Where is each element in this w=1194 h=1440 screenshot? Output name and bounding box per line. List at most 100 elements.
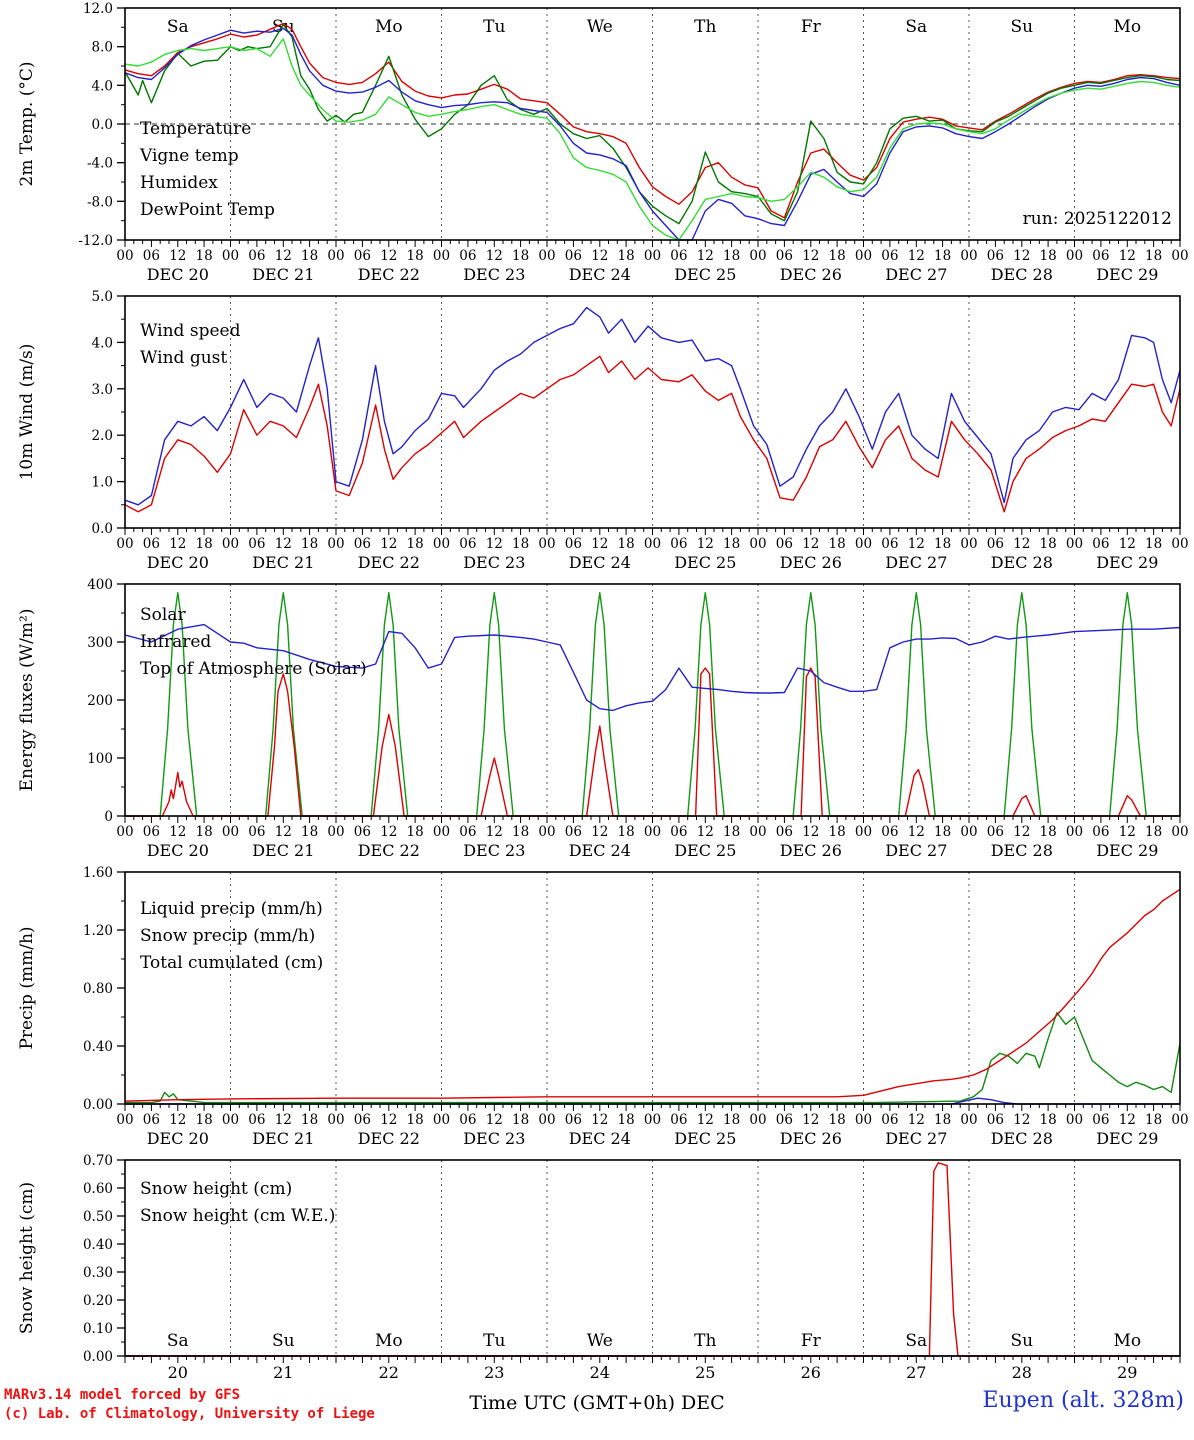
svg-text:Total cumulated (cm): Total cumulated (cm)	[140, 953, 323, 973]
svg-text:300: 300	[87, 635, 113, 651]
svg-text:06: 06	[248, 1112, 265, 1128]
svg-text:18: 18	[196, 1112, 213, 1128]
svg-text:0.40: 0.40	[83, 1237, 113, 1253]
svg-text:18: 18	[301, 536, 318, 552]
svg-text:Wind gust: Wind gust	[140, 348, 227, 368]
svg-text:DEC 25: DEC 25	[674, 265, 736, 284]
svg-text:1.60: 1.60	[83, 865, 113, 881]
svg-text:DEC 27: DEC 27	[885, 265, 947, 284]
svg-text:18: 18	[1145, 824, 1162, 840]
svg-text:0.10: 0.10	[83, 1321, 113, 1337]
svg-text:26: 26	[801, 1363, 821, 1382]
svg-text:DEC 21: DEC 21	[252, 553, 314, 572]
svg-text:00: 00	[644, 536, 661, 552]
svg-text:DEC 23: DEC 23	[463, 553, 525, 572]
svg-text:18: 18	[512, 536, 529, 552]
svg-text:2.0: 2.0	[92, 428, 113, 444]
svg-text:00: 00	[116, 248, 133, 264]
svg-text:00: 00	[116, 1112, 133, 1128]
svg-text:We: We	[587, 1331, 613, 1351]
svg-text:12: 12	[169, 248, 186, 264]
svg-text:18: 18	[1040, 248, 1057, 264]
svg-text:-4.0: -4.0	[87, 156, 113, 172]
svg-text:DewPoint Temp: DewPoint Temp	[140, 200, 275, 220]
svg-text:DEC 26: DEC 26	[780, 841, 842, 860]
svg-text:06: 06	[459, 1112, 476, 1128]
svg-text:0.60: 0.60	[83, 1181, 113, 1197]
svg-text:DEC 28: DEC 28	[991, 841, 1053, 860]
svg-text:12: 12	[908, 1112, 925, 1128]
svg-text:00: 00	[433, 248, 450, 264]
svg-text:00: 00	[222, 1112, 239, 1128]
svg-text:18: 18	[618, 536, 635, 552]
svg-text:06: 06	[670, 824, 687, 840]
svg-text:00: 00	[1171, 536, 1188, 552]
svg-text:Mo: Mo	[375, 17, 403, 37]
svg-text:18: 18	[723, 824, 740, 840]
svg-text:0.0: 0.0	[92, 117, 113, 133]
svg-text:27: 27	[906, 1363, 926, 1382]
svg-text:00: 00	[960, 1112, 977, 1128]
svg-text:Fr: Fr	[801, 17, 822, 37]
svg-text:00: 00	[855, 536, 872, 552]
svg-text:00: 00	[538, 248, 555, 264]
svg-text:200: 200	[87, 693, 113, 709]
svg-text:18: 18	[407, 824, 424, 840]
svg-text:3.0: 3.0	[92, 382, 113, 398]
svg-text:00: 00	[433, 536, 450, 552]
svg-text:DEC 24: DEC 24	[569, 841, 631, 860]
svg-text:12: 12	[802, 536, 819, 552]
svg-text:12: 12	[169, 1112, 186, 1128]
svg-text:00: 00	[960, 536, 977, 552]
svg-text:0: 0	[104, 809, 113, 825]
svg-text:06: 06	[1092, 536, 1109, 552]
svg-text:00: 00	[1171, 1112, 1188, 1128]
svg-text:12: 12	[275, 536, 292, 552]
svg-text:12: 12	[380, 824, 397, 840]
svg-text:Th: Th	[694, 17, 716, 37]
svg-text:DEC 29: DEC 29	[1096, 265, 1158, 284]
svg-text:12.0: 12.0	[83, 1, 113, 17]
svg-text:00: 00	[1066, 536, 1083, 552]
svg-text:18: 18	[196, 248, 213, 264]
model-credit-line1: MARv3.14 model forced by GFS	[4, 1387, 241, 1403]
svg-text:DEC 20: DEC 20	[147, 265, 209, 284]
svg-text:00: 00	[222, 824, 239, 840]
svg-text:00: 00	[222, 536, 239, 552]
svg-text:06: 06	[1092, 248, 1109, 264]
svg-text:06: 06	[354, 824, 371, 840]
svg-text:12: 12	[591, 248, 608, 264]
svg-text:18: 18	[723, 248, 740, 264]
svg-text:0.70: 0.70	[83, 1153, 113, 1169]
svg-text:06: 06	[670, 248, 687, 264]
svg-text:12: 12	[802, 1112, 819, 1128]
svg-text:25: 25	[695, 1363, 715, 1382]
svg-text:DEC 26: DEC 26	[780, 265, 842, 284]
svg-text:06: 06	[565, 536, 582, 552]
svg-text:Mo: Mo	[1113, 1331, 1141, 1351]
svg-text:18: 18	[301, 824, 318, 840]
svg-text:DEC 20: DEC 20	[147, 553, 209, 572]
svg-text:18: 18	[512, 1112, 529, 1128]
svg-text:Tu: Tu	[483, 17, 505, 37]
svg-text:0.20: 0.20	[83, 1293, 113, 1309]
svg-text:12: 12	[169, 824, 186, 840]
svg-text:06: 06	[776, 1112, 793, 1128]
svg-text:06: 06	[881, 536, 898, 552]
svg-text:00: 00	[1066, 248, 1083, 264]
svg-text:0.0: 0.0	[92, 521, 113, 537]
svg-text:8.0: 8.0	[92, 40, 113, 56]
svg-text:Energy fluxes (W/m²): Energy fluxes (W/m²)	[17, 609, 37, 792]
svg-text:12: 12	[1119, 248, 1136, 264]
svg-text:06: 06	[1092, 824, 1109, 840]
svg-text:06: 06	[143, 536, 160, 552]
svg-text:Infrared: Infrared	[140, 632, 211, 652]
svg-text:00: 00	[327, 1112, 344, 1128]
svg-text:Sa: Sa	[905, 17, 927, 37]
svg-text:06: 06	[143, 1112, 160, 1128]
svg-text:DEC 24: DEC 24	[569, 1129, 631, 1148]
svg-text:DEC 23: DEC 23	[463, 841, 525, 860]
model-credit: MARv3.14 model forced by GFS (c) Lab. of…	[4, 1386, 375, 1424]
svg-text:4.0: 4.0	[92, 335, 113, 351]
footer: MARv3.14 model forced by GFS (c) Lab. of…	[0, 1384, 1194, 1440]
